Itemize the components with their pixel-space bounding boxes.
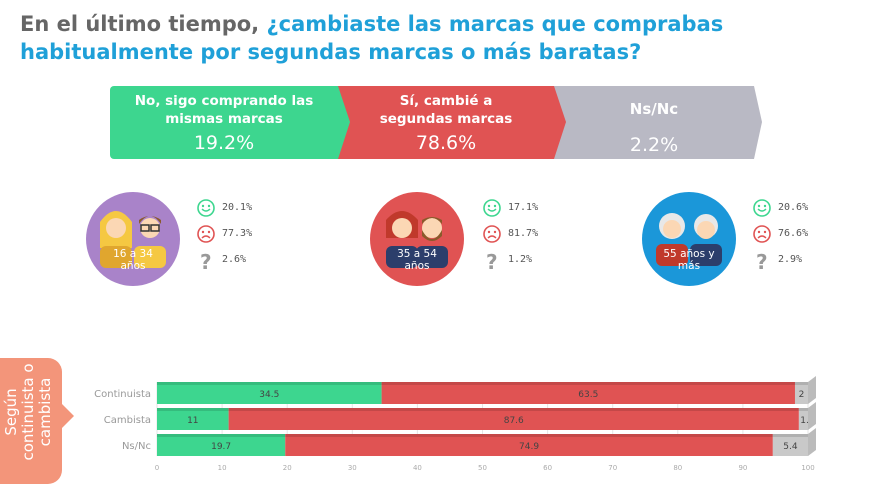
data-label: 1.4: [800, 416, 815, 426]
bar-segment-shade: [381, 382, 795, 385]
tick-label: 40: [413, 464, 422, 472]
bar-segment-shade: [157, 382, 382, 385]
tick-label: 90: [738, 464, 747, 472]
bar-segment-shade: [157, 434, 286, 437]
category-label: Continuista: [94, 389, 151, 400]
title-part2: ¿cambiaste las marcas que comprabas habi…: [20, 12, 724, 64]
bar-segment: [794, 382, 808, 404]
sad-face-icon: [196, 224, 216, 248]
data-label: 63.5: [578, 390, 598, 400]
summary-label: Ns/Nc: [629, 100, 679, 118]
sad-face-icon: [752, 224, 772, 248]
tick-label: 70: [608, 464, 617, 472]
category-label: Cambista: [104, 415, 151, 426]
side-tab: [0, 358, 62, 484]
stat-unknown: 2.6%: [222, 254, 247, 265]
happy-face-icon: [196, 198, 216, 222]
chevron-arrow: [554, 86, 566, 159]
stat-happy: 20.1%: [222, 202, 253, 213]
tick-label: 30: [348, 464, 357, 472]
chevron-arrow: [754, 86, 762, 159]
bar-segment: [381, 382, 795, 404]
bar-segment: [157, 382, 382, 404]
happy-face-icon: [482, 198, 502, 222]
data-label: 2: [799, 390, 805, 400]
tick-label: 0: [155, 464, 159, 472]
middle-age-people-icon: [386, 211, 448, 268]
bar-segment: [798, 408, 808, 430]
stat-sad: 77.3%: [222, 228, 253, 239]
bar-segment-shade: [228, 408, 799, 411]
summary-segment-si: Sí, cambié a segundas marcas 78.6%: [338, 86, 554, 159]
age-group-label: 35 a 54 años: [397, 248, 437, 272]
tick-label: 10: [218, 464, 227, 472]
bar-segment: [228, 408, 799, 430]
bar-segment-shade: [794, 382, 808, 385]
age-group-avatar-middle: 35 a 54 años: [370, 192, 464, 286]
stat-happy: 20.6%: [778, 202, 809, 213]
summary-label: No, sigo comprando las mismas marcas: [134, 93, 314, 127]
bar-segment: [157, 408, 229, 430]
data-label: 87.6: [504, 416, 524, 426]
svg-text:?: ?: [486, 250, 498, 272]
summary-label: Sí, cambié a segundas marcas: [379, 93, 513, 127]
stat-unknown: 2.9%: [778, 254, 803, 265]
happy-face-icon: [752, 198, 772, 222]
bar-segment: [157, 434, 286, 456]
bar-segment: [285, 434, 773, 456]
chevron-arrow: [338, 86, 350, 159]
svg-text:?: ?: [756, 250, 768, 272]
question-mark-icon: ?: [752, 250, 772, 276]
stat-sad: 81.7%: [508, 228, 539, 239]
data-label: 34.5: [259, 390, 279, 400]
age-group-avatar-senior: 55 años y más: [642, 192, 736, 286]
summary-value: 19.2%: [193, 132, 255, 154]
side-tab-arrow: [62, 404, 74, 428]
tick-label: 80: [673, 464, 682, 472]
bar-end-cap: [808, 428, 816, 456]
question-mark-icon: ?: [482, 250, 502, 276]
stat-unknown: 1.2%: [508, 254, 533, 265]
stat-sad: 76.6%: [778, 228, 809, 239]
bar-segment-shade: [772, 434, 808, 437]
data-label: 5.4: [783, 442, 798, 452]
bar-segment: [772, 434, 808, 456]
sad-face-icon: [482, 224, 502, 248]
summary-value: 78.6%: [415, 132, 477, 154]
svg-text:?: ?: [200, 250, 212, 272]
age-group-label: 55 años y más: [663, 248, 715, 272]
title-part1: En el último tiempo,: [20, 12, 267, 36]
tick-label: 20: [283, 464, 292, 472]
category-label: Ns/Nc: [122, 441, 151, 452]
senior-people-icon: [656, 213, 722, 266]
question-mark-icon: ?: [196, 250, 216, 276]
tick-label: 50: [478, 464, 487, 472]
summary-segment-no: No, sigo comprando las mismas marcas 19.…: [110, 86, 338, 159]
tick-label: 60: [543, 464, 552, 472]
summary-segment-nsnc: Ns/Nc 2.2%: [554, 86, 754, 159]
data-label: 19.7: [211, 442, 231, 452]
summary-value: 2.2%: [629, 134, 679, 156]
stat-happy: 17.1%: [508, 202, 539, 213]
young-people-icon: [100, 211, 166, 268]
bar-segment-shade: [285, 434, 773, 437]
bar-segment-shade: [798, 408, 808, 411]
page-title: En el último tiempo, ¿cambiaste las marc…: [20, 10, 880, 66]
bar-end-cap: [808, 402, 816, 430]
tick-label: 100: [801, 464, 814, 472]
bar-end-cap: [808, 376, 816, 404]
data-label: 11: [187, 416, 198, 426]
age-group-label: 16 a 34 años: [113, 248, 153, 272]
bar-segment-shade: [157, 408, 229, 411]
data-label: 74.9: [519, 442, 539, 452]
age-group-avatar-young: 16 a 34 años: [86, 192, 180, 286]
stacked-bar-chart: 0 10 20 30 40 50 60 70 80 90 100 Continuista 34.5 63.…: [94, 376, 816, 472]
